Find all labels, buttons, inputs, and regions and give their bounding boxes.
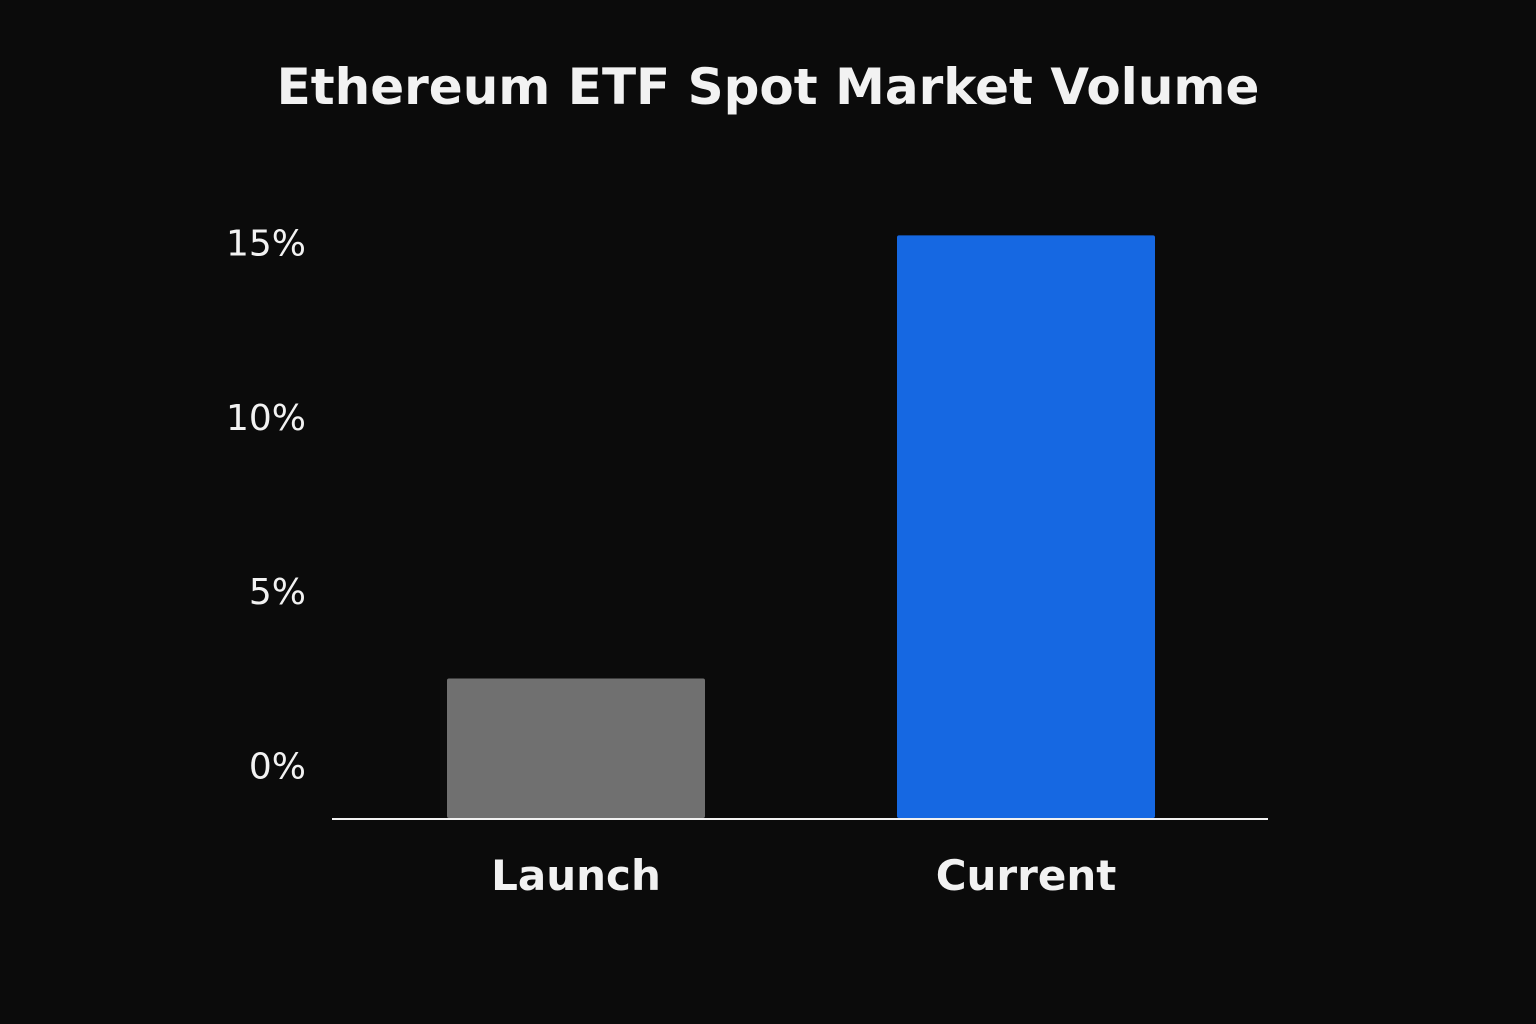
y-tick-label: 5% <box>249 572 306 613</box>
bar-launch <box>447 678 705 818</box>
x-category-label: Launch <box>491 851 661 900</box>
y-axis-ticks: 0% 5% 10% 15% <box>226 223 306 787</box>
x-category-label: Current <box>936 851 1117 900</box>
y-tick-label: 15% <box>226 223 306 264</box>
y-tick-label: 10% <box>226 398 306 439</box>
bar-current <box>897 235 1155 818</box>
chart-title: Ethereum ETF Spot Market Volume <box>276 58 1260 116</box>
x-axis-categories: Launch Current <box>491 851 1116 900</box>
y-tick-label: 0% <box>249 747 306 788</box>
bars-layer <box>447 235 1155 818</box>
